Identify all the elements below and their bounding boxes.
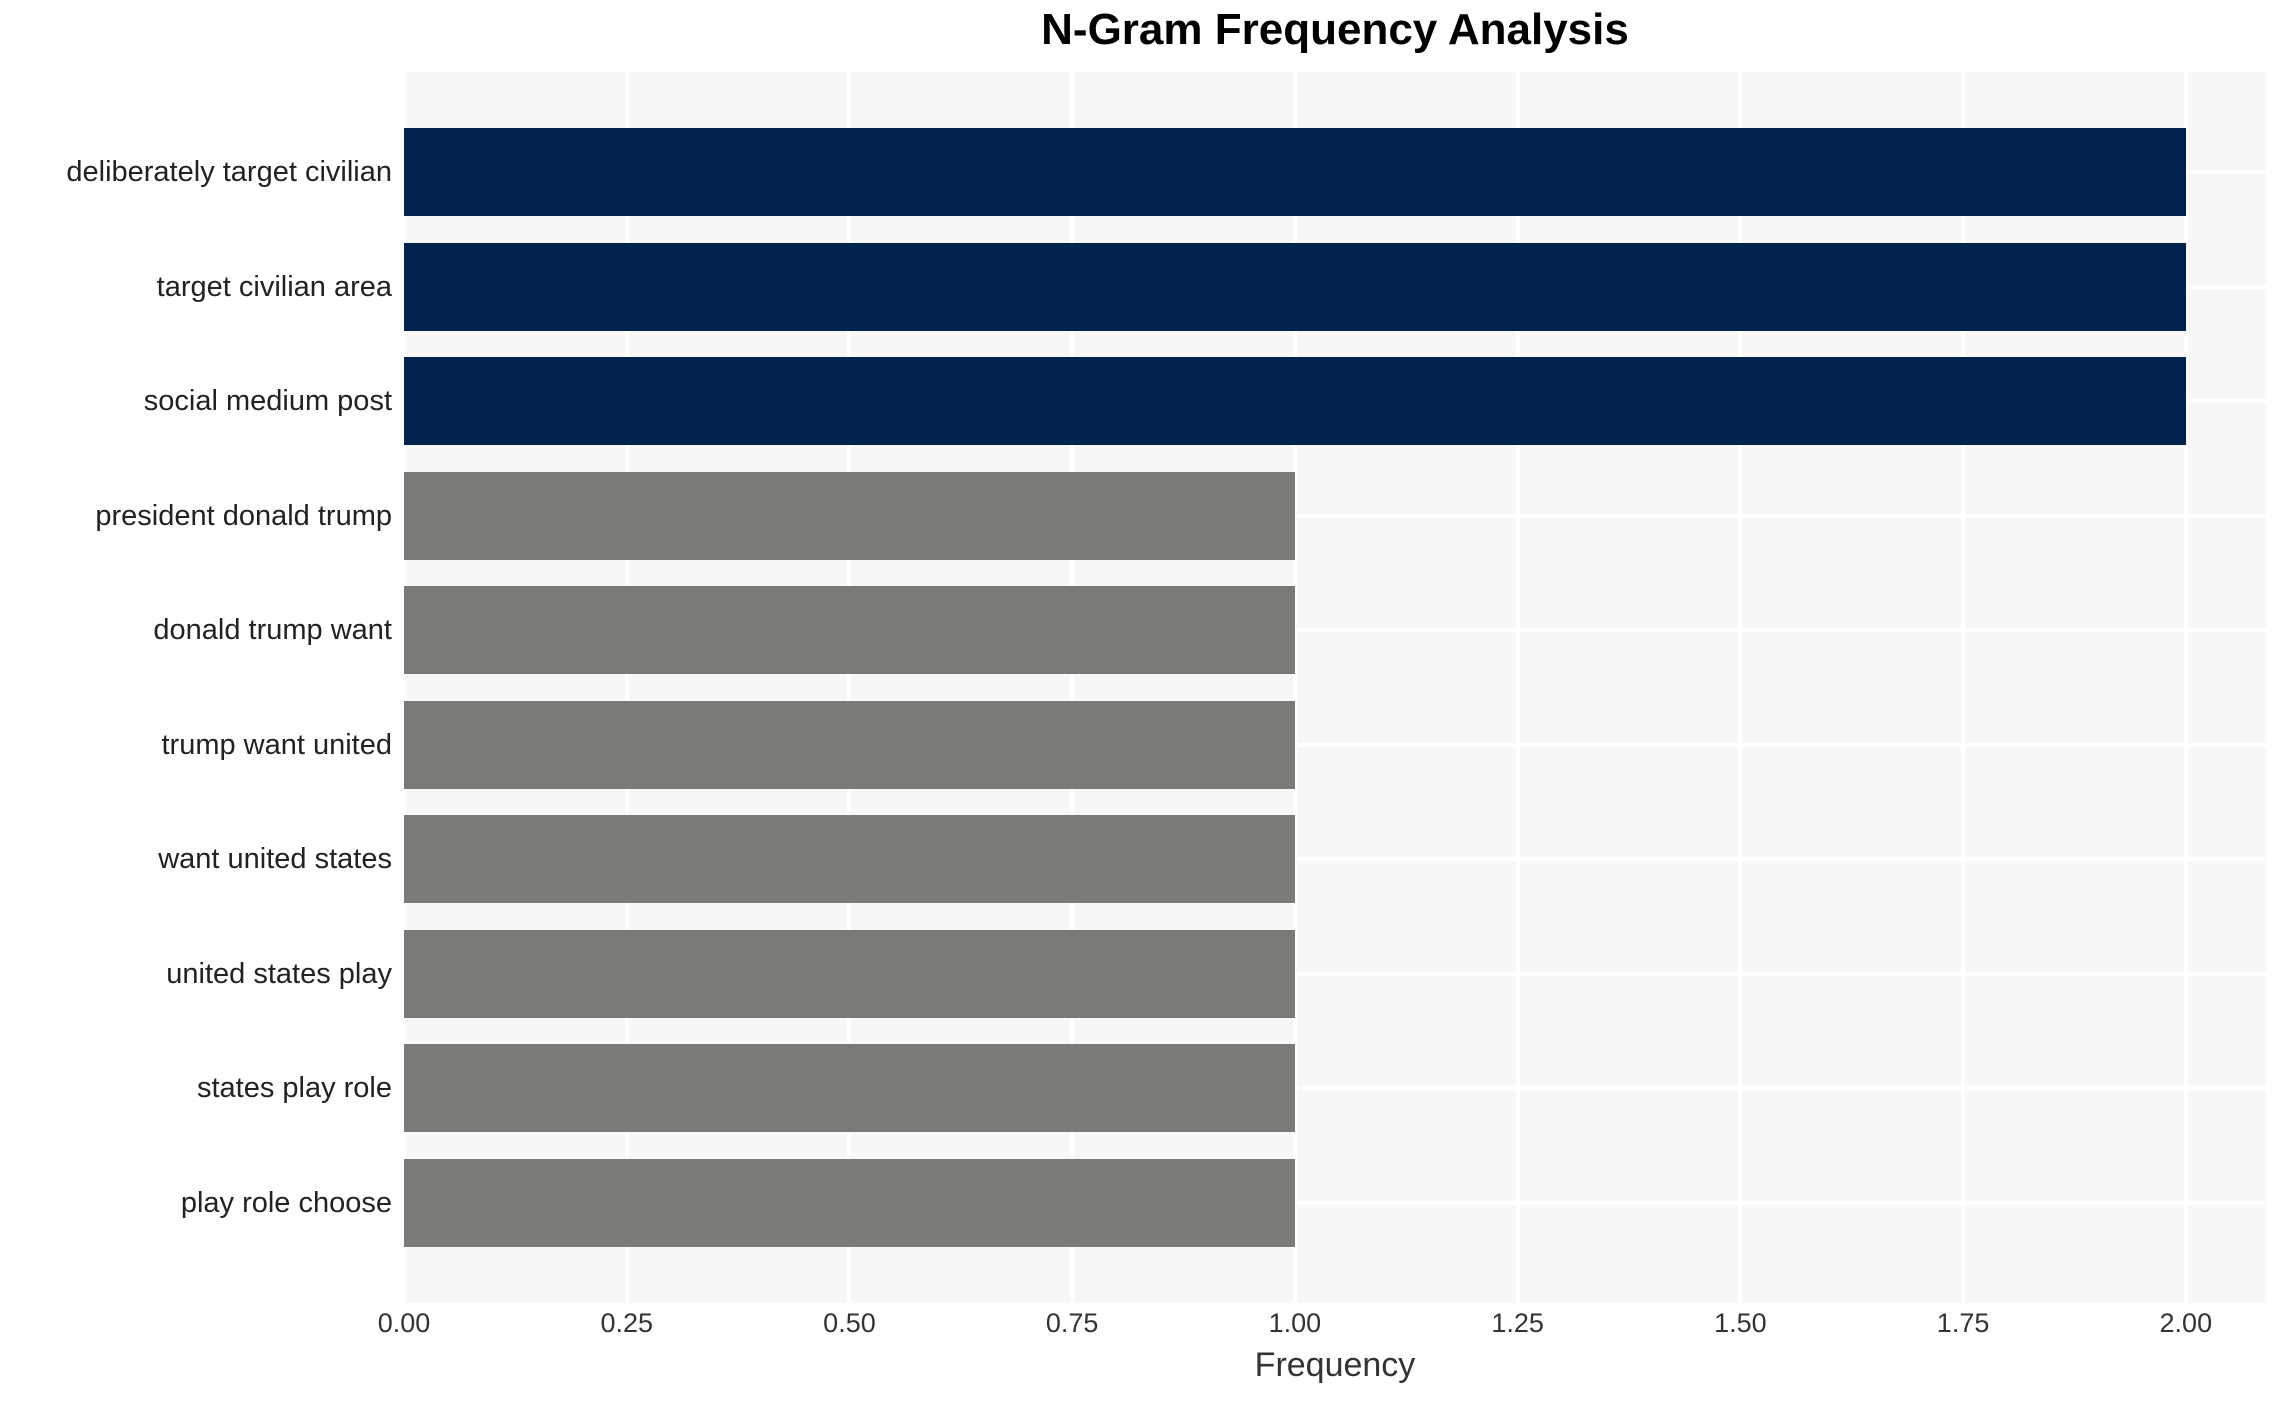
- x-tick-label: 0.75: [1045, 1308, 1099, 1338]
- bar: [404, 586, 1295, 674]
- y-gridline: [404, 857, 2266, 861]
- x-gridline: [624, 72, 629, 1303]
- x-gridline: [1515, 72, 1520, 1303]
- bar: [404, 128, 2186, 216]
- y-axis-label: want united states: [158, 843, 392, 875]
- y-axis-label: states play role: [196, 1072, 392, 1104]
- y-gridline: [404, 971, 2266, 976]
- y-axis-label: target civilian area: [156, 270, 392, 303]
- y-gridline: [404, 1200, 2266, 1205]
- x-tick-label: 1.50: [1714, 1308, 1767, 1338]
- chart-title: N-Gram Frequency Analysis: [1041, 5, 1629, 54]
- y-gridline: [404, 742, 2266, 747]
- x-tick-label: 1.75: [1936, 1308, 1990, 1338]
- x-tick-label: 1.25: [1491, 1308, 1544, 1338]
- bar: [404, 471, 1295, 560]
- y-gridline: [404, 1086, 2266, 1090]
- x-tick-label: 2.00: [2159, 1308, 2213, 1338]
- x-gridline: [2183, 72, 2188, 1303]
- bar: [404, 242, 2186, 331]
- x-axis-tick-labels: 0.00 0.25 0.50 0.75 1.00 1.25 1.50 1.75 2.00: [378, 1308, 2266, 1340]
- y-axis-label: president donald trump: [95, 499, 392, 532]
- x-gridline: [847, 72, 852, 1303]
- x-axis-title: Frequency: [1254, 1346, 1416, 1384]
- y-axis-label: play role choose: [180, 1186, 392, 1219]
- x-gridline: [1738, 72, 1743, 1303]
- x-gridline: [1961, 72, 1966, 1303]
- y-axis-label: united states play: [166, 957, 392, 990]
- bar: [404, 815, 1295, 903]
- y-gridline: [404, 513, 2266, 518]
- plot-area: [402, 72, 2266, 1303]
- bar: [404, 1158, 1295, 1247]
- bar: [404, 929, 1295, 1018]
- x-gridline: [1070, 72, 1075, 1303]
- y-axis-label: donald trump want: [153, 614, 392, 646]
- bar: [404, 700, 1295, 789]
- y-gridline: [404, 628, 2266, 632]
- y-axis-category-labels: deliberately target civilian target civil…: [0, 72, 392, 1303]
- x-tick-label: 0.50: [823, 1308, 876, 1338]
- y-axis-label: deliberately target civilian: [66, 156, 392, 188]
- x-tick-label: 1.00: [1268, 1308, 1322, 1338]
- x-tick-label: 0.00: [377, 1308, 431, 1338]
- x-tick-label: 0.25: [600, 1308, 653, 1338]
- y-axis-label: social medium post: [143, 385, 392, 417]
- bar: [404, 357, 2186, 445]
- x-gridline: [1292, 72, 1297, 1303]
- x-gridline: [402, 72, 406, 1303]
- y-axis-label: trump want united: [161, 728, 392, 761]
- bar: [404, 1044, 1295, 1132]
